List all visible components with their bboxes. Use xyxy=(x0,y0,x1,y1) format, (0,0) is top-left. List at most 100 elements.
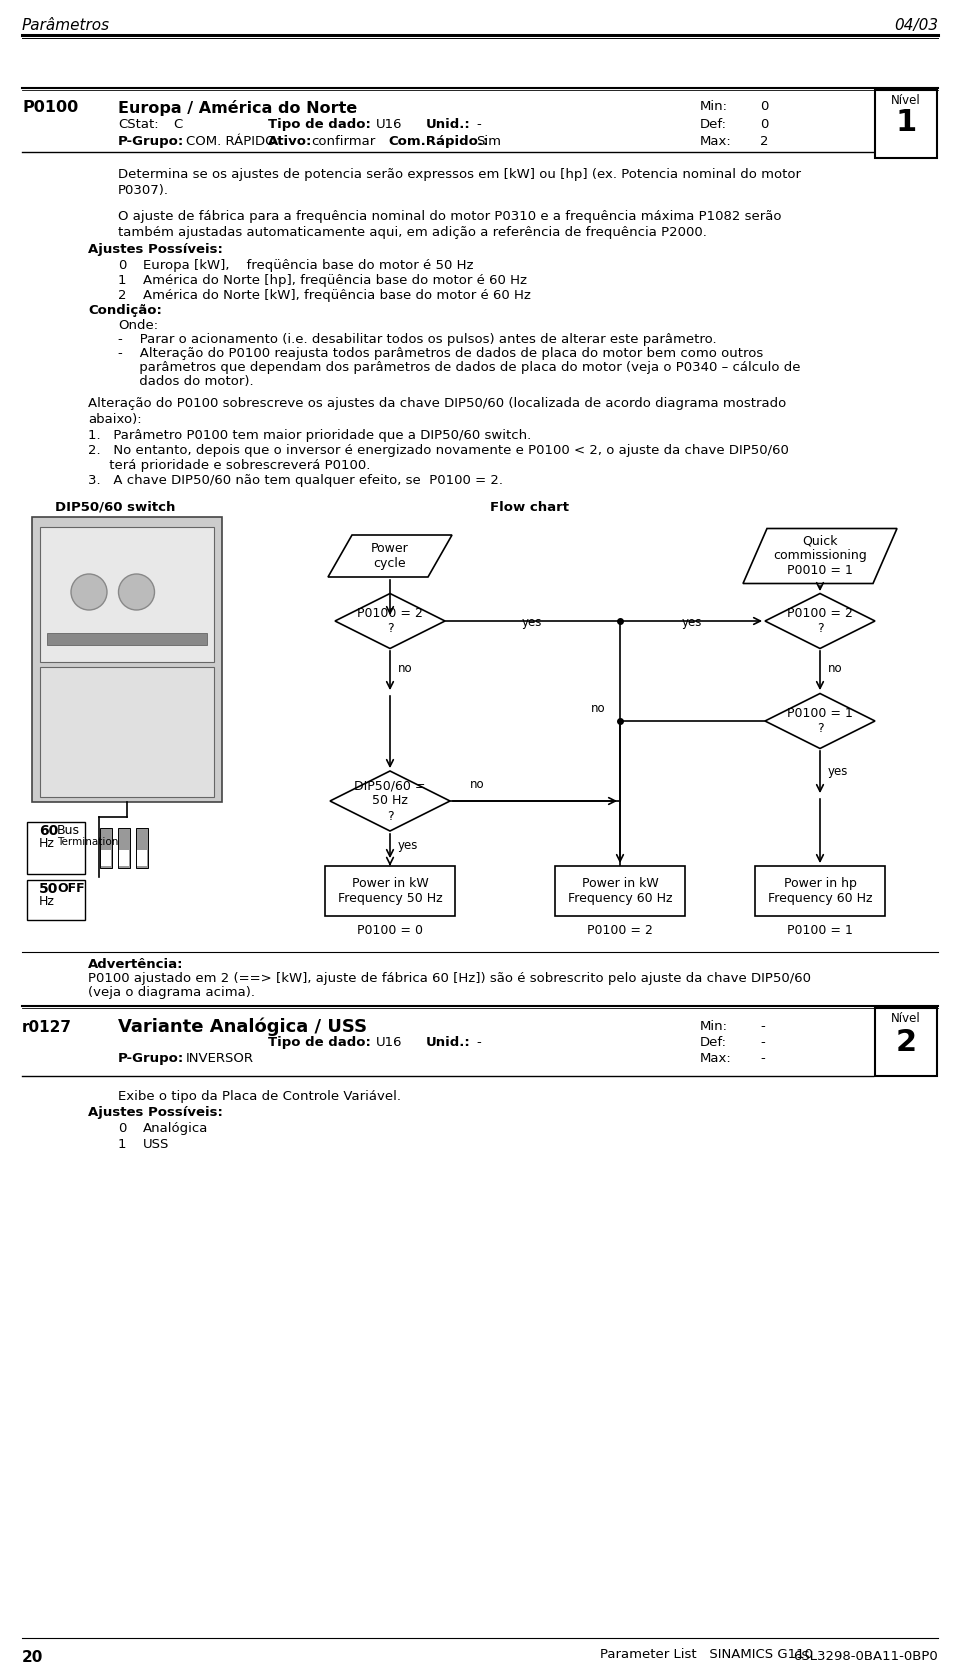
Text: -    Parar o acionamento (i.e. desabilitar todos os pulsos) antes de alterar est: - Parar o acionamento (i.e. desabilitar … xyxy=(118,333,716,346)
Text: Parâmetros: Parâmetros xyxy=(22,18,110,33)
Text: -: - xyxy=(760,1037,765,1048)
Text: COM. RÁPIDO: COM. RÁPIDO xyxy=(186,135,276,149)
FancyBboxPatch shape xyxy=(27,823,85,874)
Text: Europa / América do Norte: Europa / América do Norte xyxy=(118,100,357,115)
Text: Variante Analógica / USS: Variante Analógica / USS xyxy=(118,1018,367,1037)
Text: r0127: r0127 xyxy=(22,1020,72,1035)
Text: P-Grupo:: P-Grupo: xyxy=(118,1052,184,1065)
FancyBboxPatch shape xyxy=(119,849,129,866)
Text: 2: 2 xyxy=(760,135,769,149)
Text: yes: yes xyxy=(682,615,702,629)
Text: terá prioridade e sobrescreverá P0100.: terá prioridade e sobrescreverá P0100. xyxy=(88,460,371,472)
Text: Unid.:: Unid.: xyxy=(426,119,470,130)
Text: Parameter List   SINAMICS G110: Parameter List SINAMICS G110 xyxy=(600,1649,813,1660)
Text: 0: 0 xyxy=(118,259,127,273)
Text: Europa [kW],    freqüência base do motor é 50 Hz: Europa [kW], freqüência base do motor é … xyxy=(143,259,473,273)
Text: Ajustes Possíveis:: Ajustes Possíveis: xyxy=(88,1105,223,1119)
Circle shape xyxy=(71,573,107,610)
Text: Bus: Bus xyxy=(57,824,80,838)
Text: Max:: Max: xyxy=(700,1052,732,1065)
Text: 60: 60 xyxy=(39,824,59,838)
Text: Advertência:: Advertência: xyxy=(88,958,183,971)
Text: 0: 0 xyxy=(760,119,768,130)
Text: P0100 = 2
?: P0100 = 2 ? xyxy=(787,607,852,635)
FancyBboxPatch shape xyxy=(875,90,937,157)
Text: C: C xyxy=(173,119,182,130)
Polygon shape xyxy=(328,535,452,577)
Text: 04/03: 04/03 xyxy=(894,18,938,33)
Polygon shape xyxy=(765,694,875,749)
Text: Nível: Nível xyxy=(891,94,921,107)
Text: Power in hp
Frequency 60 Hz: Power in hp Frequency 60 Hz xyxy=(768,878,873,905)
Text: OFF: OFF xyxy=(57,883,84,895)
FancyBboxPatch shape xyxy=(27,879,85,920)
Text: 6SL3298-0BA11-0BP0: 6SL3298-0BA11-0BP0 xyxy=(793,1650,938,1664)
Text: Unid.:: Unid.: xyxy=(426,1037,470,1048)
Text: Ativo:: Ativo: xyxy=(268,135,312,149)
Text: Def:: Def: xyxy=(700,119,727,130)
Text: Sim: Sim xyxy=(476,135,501,149)
Text: 20: 20 xyxy=(22,1650,43,1665)
Text: 2: 2 xyxy=(896,1028,917,1057)
Text: -: - xyxy=(476,1037,481,1048)
Text: P0100 = 2
?: P0100 = 2 ? xyxy=(357,607,423,635)
Text: também ajustadas automaticamente aqui, em adição a referência de frequência P200: também ajustadas automaticamente aqui, e… xyxy=(118,226,707,239)
Text: P0100 = 2: P0100 = 2 xyxy=(588,923,653,936)
FancyBboxPatch shape xyxy=(555,866,685,916)
FancyBboxPatch shape xyxy=(136,828,148,868)
Text: 50: 50 xyxy=(39,883,59,896)
Text: P0100 = 0: P0100 = 0 xyxy=(357,923,423,936)
Text: no: no xyxy=(590,702,605,716)
Text: Determina se os ajustes de potencia serão expressos em [kW] ou [hp] (ex. Potenci: Determina se os ajustes de potencia serã… xyxy=(118,167,801,181)
Text: USS: USS xyxy=(143,1139,169,1150)
FancyBboxPatch shape xyxy=(40,527,214,662)
Text: -: - xyxy=(760,1052,765,1065)
Polygon shape xyxy=(743,528,897,584)
FancyBboxPatch shape xyxy=(47,634,207,645)
Text: -    Alteração do P0100 reajusta todos parâmetros de dados de placa do motor bem: - Alteração do P0100 reajusta todos parâ… xyxy=(118,348,763,359)
FancyBboxPatch shape xyxy=(32,517,222,803)
Text: Power in kW
Frequency 50 Hz: Power in kW Frequency 50 Hz xyxy=(338,878,443,905)
Text: Min:: Min: xyxy=(700,100,728,114)
Text: Max:: Max: xyxy=(700,135,732,149)
Text: P0100: P0100 xyxy=(22,100,79,115)
Text: dados do motor).: dados do motor). xyxy=(118,375,253,388)
Text: 0: 0 xyxy=(118,1122,127,1135)
Text: Alteração do P0100 sobrescreve os ajustes da chave DIP50/60 (localizada de acord: Alteração do P0100 sobrescreve os ajuste… xyxy=(88,396,786,410)
Text: Power
cycle: Power cycle xyxy=(372,542,409,570)
FancyBboxPatch shape xyxy=(100,828,112,868)
Text: Exibe o tipo da Placa de Controle Variável.: Exibe o tipo da Placa de Controle Variáv… xyxy=(118,1090,401,1104)
Text: Def:: Def: xyxy=(700,1037,727,1048)
Text: DIP50/60 =
50 Hz
?: DIP50/60 = 50 Hz ? xyxy=(354,779,425,823)
Text: 1: 1 xyxy=(118,1139,127,1150)
Text: Tipo de dado:: Tipo de dado: xyxy=(268,1037,371,1048)
Text: 1: 1 xyxy=(896,109,917,137)
Text: Tipo de dado:: Tipo de dado: xyxy=(268,119,371,130)
FancyBboxPatch shape xyxy=(40,667,214,798)
Text: Ajustes Possíveis:: Ajustes Possíveis: xyxy=(88,242,223,256)
Polygon shape xyxy=(765,594,875,649)
Text: (veja o diagrama acima).: (veja o diagrama acima). xyxy=(88,986,255,998)
Text: confirmar: confirmar xyxy=(311,135,375,149)
Polygon shape xyxy=(330,771,450,831)
Text: -: - xyxy=(476,119,481,130)
Text: Power in kW
Frequency 60 Hz: Power in kW Frequency 60 Hz xyxy=(567,878,672,905)
Text: Condição:: Condição: xyxy=(88,304,162,318)
Text: 1: 1 xyxy=(118,274,127,288)
Text: yes: yes xyxy=(828,764,849,777)
Text: 1.   Parâmetro P0100 tem maior prioridade que a DIP50/60 switch.: 1. Parâmetro P0100 tem maior prioridade … xyxy=(88,430,531,441)
Text: Flow chart: Flow chart xyxy=(490,502,569,513)
Text: Analógica: Analógica xyxy=(143,1122,208,1135)
Text: 2: 2 xyxy=(118,289,127,303)
Text: Nível: Nível xyxy=(891,1012,921,1025)
Text: P-Grupo:: P-Grupo: xyxy=(118,135,184,149)
Text: U16: U16 xyxy=(376,1037,402,1048)
Text: 3.   A chave DIP50/60 não tem qualquer efeito, se  P0100 = 2.: 3. A chave DIP50/60 não tem qualquer efe… xyxy=(88,473,503,487)
Polygon shape xyxy=(335,594,445,649)
Text: O ajuste de fábrica para a frequência nominal do motor P0310 e a frequência máxi: O ajuste de fábrica para a frequência no… xyxy=(118,211,781,222)
Text: Hz: Hz xyxy=(39,838,55,849)
Text: Termination: Termination xyxy=(57,838,118,848)
Text: yes: yes xyxy=(522,615,542,629)
Text: P0307).: P0307). xyxy=(118,184,169,197)
FancyBboxPatch shape xyxy=(101,849,111,866)
